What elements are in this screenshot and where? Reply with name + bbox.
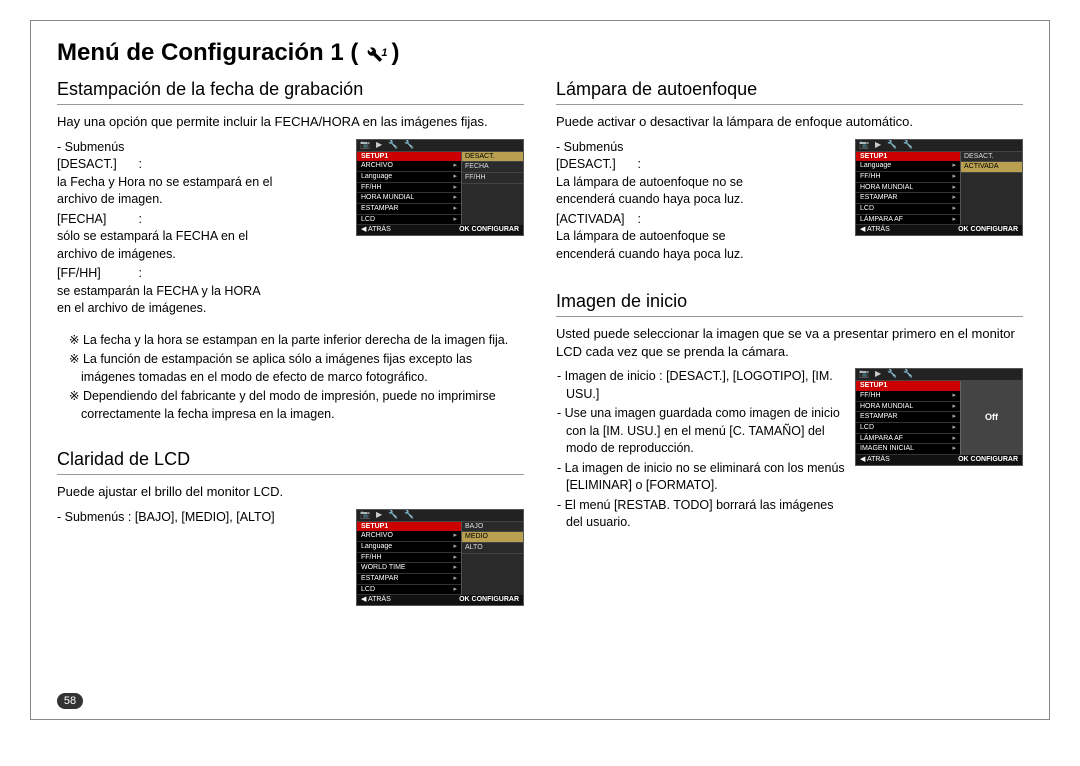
page-title: Menú de Configuración 1 ( 1 ) [57,39,1023,67]
row-key: [FF/HH] [57,265,135,283]
section-intro: Puede ajustar el brillo del monitor LCD. [57,483,524,501]
section-heading: Estampación de la fecha de grabación [57,79,524,105]
row-key: [DESACT.] [556,156,634,174]
note: ※ La fecha y la hora se estampan en la p… [69,332,524,350]
submenu-block: - Submenús [DESACT.] : La lámpara de aut… [556,139,845,266]
bullet: - Use una imagen guardada como imagen de… [556,405,845,458]
bullet: - El menú [RESTAB. TODO] borrará las imá… [556,497,845,532]
submenu-label: - Submenús [556,139,845,157]
row-desc: La lámpara de autoenfoque se encenderá c… [556,228,776,263]
wrench-icon: 1 [362,42,387,64]
section-heading: Imagen de inicio [556,291,1023,317]
submenu-row: [FECHA] : sólo se estampará la FECHA en … [57,211,346,264]
right-column: Lámpara de autoenfoque Puede activar o d… [556,79,1023,632]
row-key: [DESACT.] [57,156,135,174]
section-af-lamp: Lámpara de autoenfoque Puede activar o d… [556,79,1023,265]
title-close: ) [391,39,399,67]
left-column: Estampación de la fecha de grabación Hay… [57,79,524,632]
lcd-preview-stamp: 📷▶🔧🔧 SETUP1ARCHIVO▸Language▸FF/HH▸HORA M… [356,139,524,237]
row-desc: la Fecha y Hora no se estampará en el ar… [57,174,277,209]
row-desc: se estamparán la FECHA y la HORA en el a… [57,283,277,318]
section-intro: Puede activar o desactivar la lámpara de… [556,113,1023,131]
submenu-row: [FF/HH] : se estamparán la FECHA y la HO… [57,265,346,318]
row-desc: sólo se estampará la FECHA en el archivo… [57,228,277,263]
bullet: - Imagen de inicio : [DESACT.], [LOGOTIP… [556,368,845,403]
section-lcd-brightness: Claridad de LCD Puede ajustar el brillo … [57,449,524,606]
notes: ※ La fecha y la hora se estampan en la p… [57,332,524,424]
row-key: [FECHA] [57,211,135,229]
submenu-label: - Submenús [57,139,346,157]
page-frame: Menú de Configuración 1 ( 1 ) Estampació… [30,20,1050,720]
submenu-line: - Submenús : [BAJO], [MEDIO], [ALTO] [57,509,346,527]
note: ※ La función de estampación se aplica só… [69,351,524,386]
section-intro: Usted puede seleccionar la imagen que se… [556,325,1023,360]
lcd-preview-af: 📷▶🔧🔧 SETUP1Language▸FF/HH▸HORA MUNDIAL▸E… [855,139,1023,237]
row-desc: La lámpara de autoenfoque no se encender… [556,174,776,209]
content-columns: Estampación de la fecha de grabación Hay… [57,79,1023,632]
page-number: 58 [57,693,83,709]
lcd-preview-brightness: 📷▶🔧🔧 SETUP1ARCHIVO▸Language▸FF/HH▸WORLD … [356,509,524,607]
lcd-preview-startup: 📷▶🔧🔧 SETUP1FF/HH▸HORA MUNDIAL▸ESTAMPAR▸L… [855,368,1023,466]
wrench-sub: 1 [381,47,387,59]
submenu-block: - Submenús [DESACT.] : la Fecha y Hora n… [57,139,346,320]
row-key: [ACTIVADA] [556,211,634,229]
note: ※ Dependiendo del fabricante y del modo … [69,388,524,423]
section-heading: Claridad de LCD [57,449,524,475]
title-text: Menú de Configuración 1 ( [57,39,358,67]
submenu-row: [ACTIVADA] : La lámpara de autoenfoque s… [556,211,845,264]
bullet: - La imagen de inicio no se eliminará co… [556,460,845,495]
section-heading: Lámpara de autoenfoque [556,79,1023,105]
submenu-row: [DESACT.] : La lámpara de autoenfoque no… [556,156,845,209]
section-intro: Hay una opción que permite incluir la FE… [57,113,524,131]
section-date-stamp: Estampación de la fecha de grabación Hay… [57,79,524,423]
submenu-row: [DESACT.] : la Fecha y Hora no se estamp… [57,156,346,209]
section-startup-image: Imagen de inicio Usted puede seleccionar… [556,291,1023,534]
bullets: - Imagen de inicio : [DESACT.], [LOGOTIP… [556,368,845,534]
